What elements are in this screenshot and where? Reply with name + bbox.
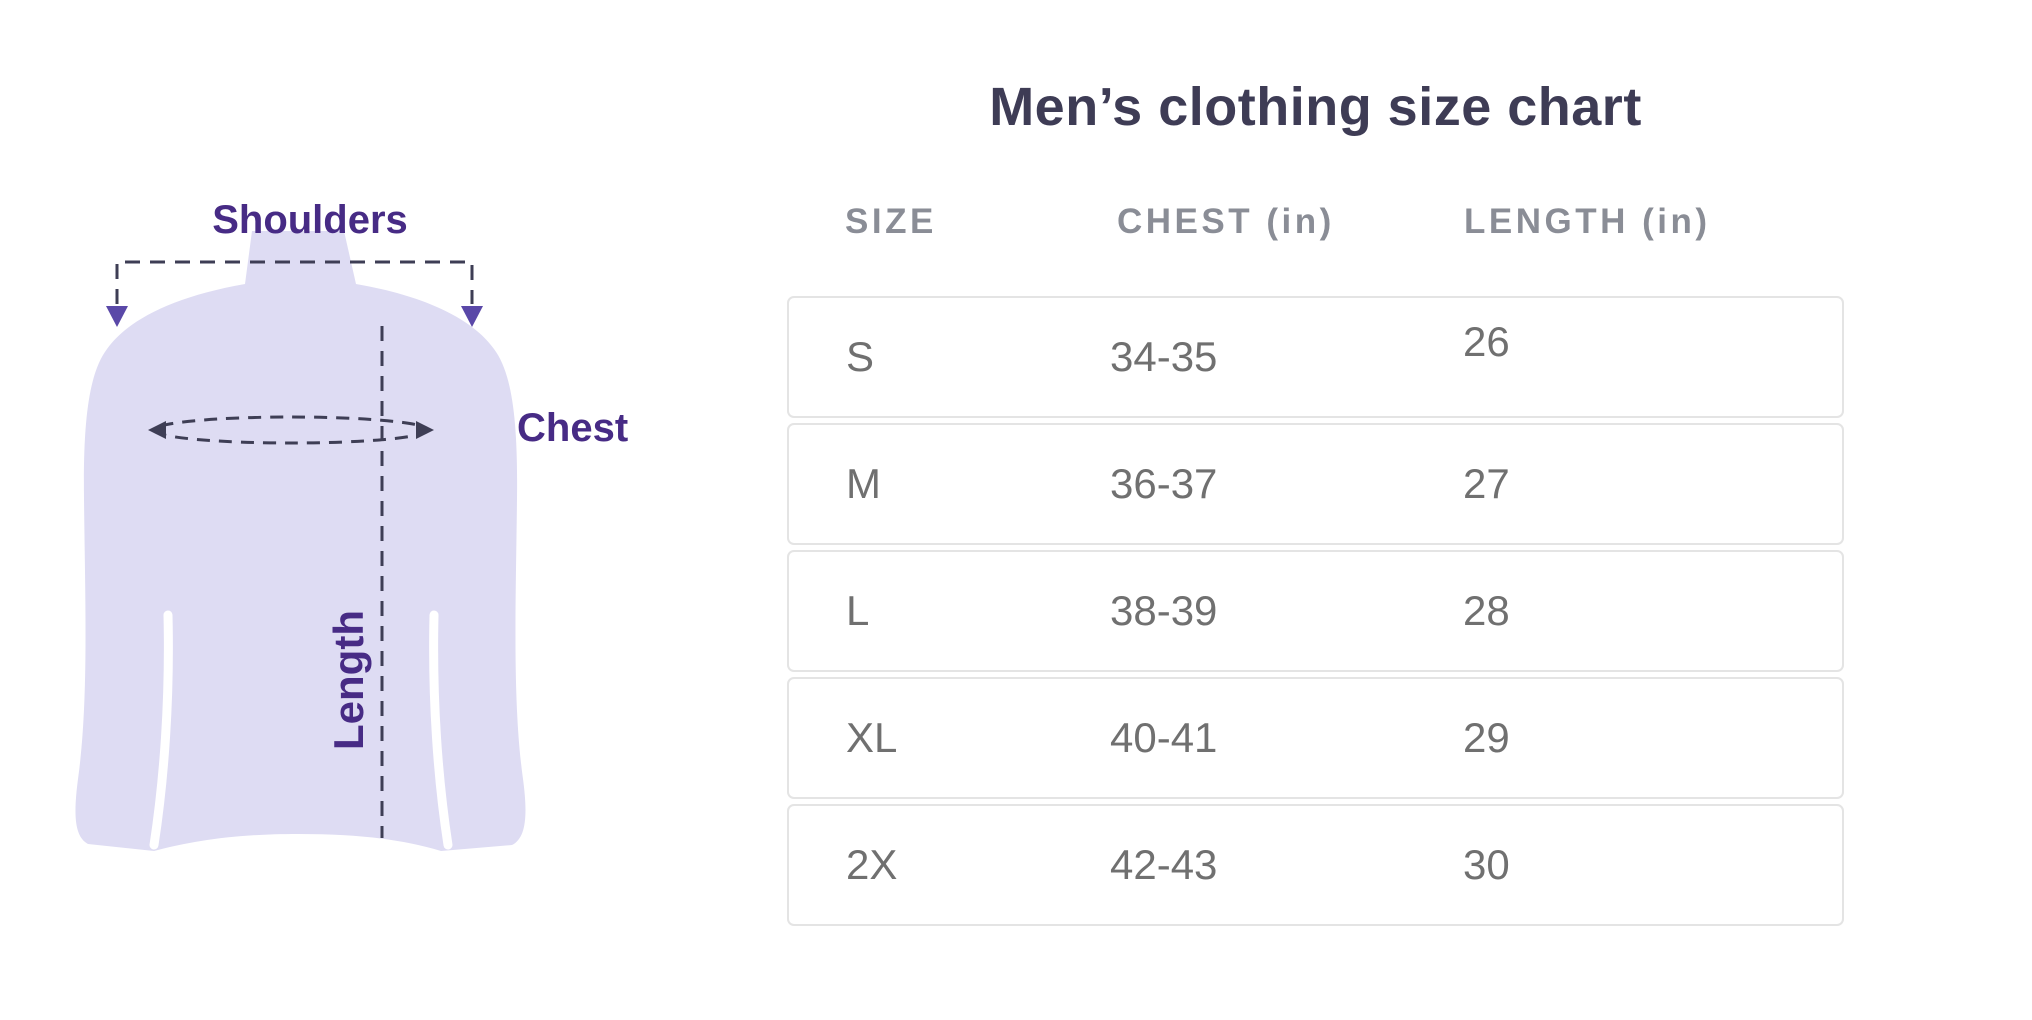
sleeve-separation-right (429, 610, 453, 850)
length-cell: 30 (1463, 841, 1510, 888)
size-table: S 34-35 26 M 36-37 27 L 38-39 28 XL 40-4… (787, 296, 1844, 931)
size-cell: L (846, 587, 870, 634)
table-row-xl: XL 40-41 29 (787, 677, 1844, 799)
column-header-chest: CHEST (in) (1117, 202, 1335, 241)
size-cell: 2X (846, 841, 898, 888)
size-cell: M (846, 460, 881, 507)
size-cell: S (846, 333, 875, 380)
length-label: Length (325, 610, 372, 750)
table-row-2x: 2X 42-43 30 (787, 804, 1844, 926)
shoulders-label: Shoulders (212, 198, 408, 242)
page-title: Men’s clothing size chart (989, 77, 1642, 137)
chest-cell: 36-37 (1110, 460, 1218, 507)
chest-label: Chest (517, 406, 629, 450)
chest-cell: 34-35 (1110, 333, 1218, 380)
size-cell: XL (846, 714, 898, 761)
shoulder-arrow-left-icon (106, 306, 128, 327)
column-header-length: LENGTH (in) (1464, 202, 1711, 241)
length-cell: 27 (1463, 460, 1510, 507)
shoulder-arrow-right-icon (461, 306, 483, 327)
length-cell: 26 (1463, 318, 1510, 365)
column-header-size: SIZE (845, 202, 937, 241)
chest-cell: 42-43 (1110, 841, 1218, 888)
length-cell: 29 (1463, 714, 1510, 761)
table-row-l: L 38-39 28 (787, 550, 1844, 672)
shirt-illustration (75, 231, 526, 851)
chest-arrow-left-icon (148, 421, 166, 439)
shirt-shape (75, 231, 526, 851)
length-cell: 28 (1463, 587, 1510, 634)
chest-cell: 40-41 (1110, 714, 1218, 761)
table-row-m: M 36-37 27 (787, 423, 1844, 545)
table-row-s: S 34-35 26 (787, 296, 1844, 418)
sleeve-separation-left (149, 610, 173, 850)
chest-arrow-right-icon (416, 421, 434, 439)
chest-cell: 38-39 (1110, 587, 1218, 634)
